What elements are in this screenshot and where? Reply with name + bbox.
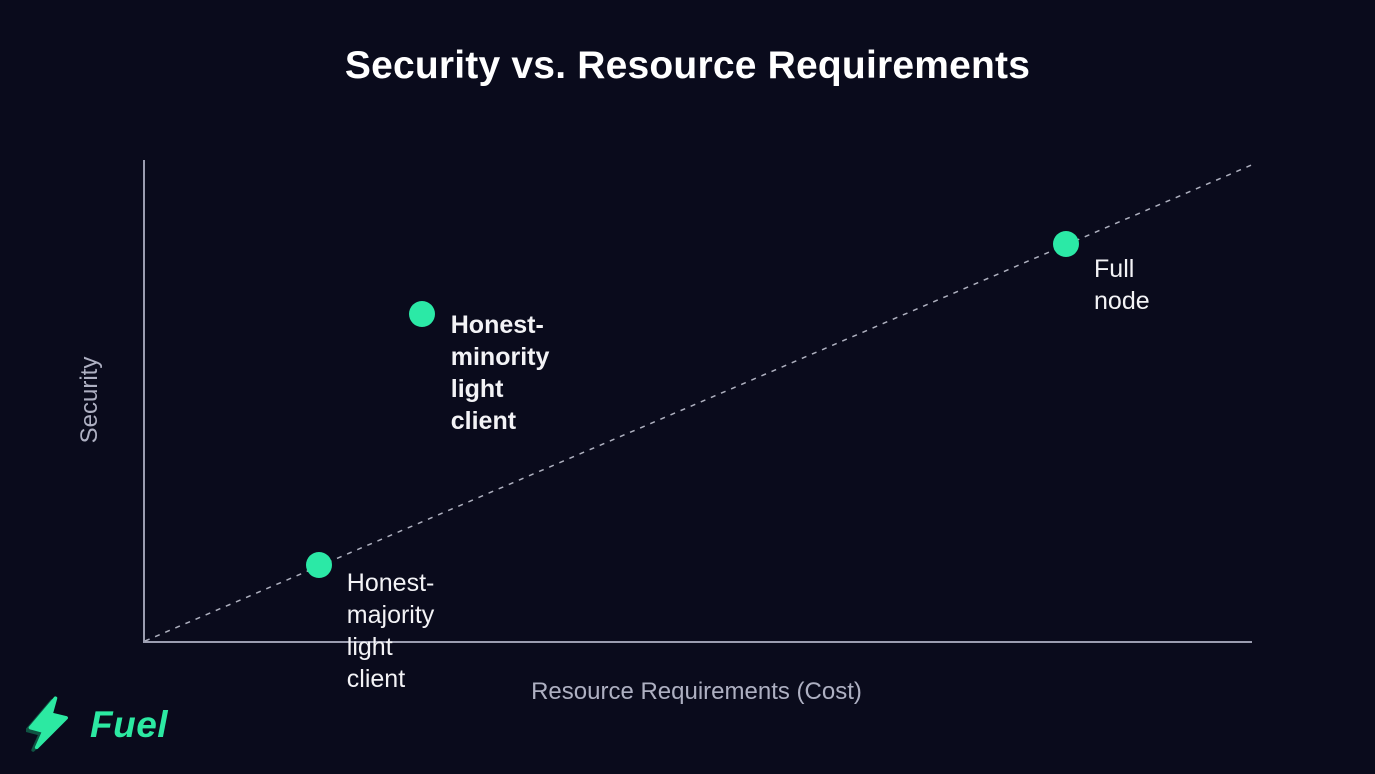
y-axis-label: Security bbox=[76, 356, 103, 444]
x-axis-label: Resource Requirements (Cost) bbox=[531, 678, 862, 705]
point-dot bbox=[408, 300, 435, 327]
point-label: Honest-majority light client bbox=[346, 569, 435, 693]
point-dot bbox=[305, 552, 332, 578]
lightning-bolt-icon bbox=[26, 696, 68, 752]
point-dot bbox=[1053, 231, 1080, 258]
fuel-logo: Fuel bbox=[26, 696, 168, 754]
point-label: Honest-minority light client bbox=[450, 310, 550, 435]
fuel-logo-text: Fuel bbox=[90, 704, 169, 745]
point-label: Full node bbox=[1094, 255, 1150, 316]
plot-area: Honest-minority light client Full node H… bbox=[143, 160, 1253, 693]
page-title: Security vs. Resource Requirements bbox=[344, 44, 1031, 87]
